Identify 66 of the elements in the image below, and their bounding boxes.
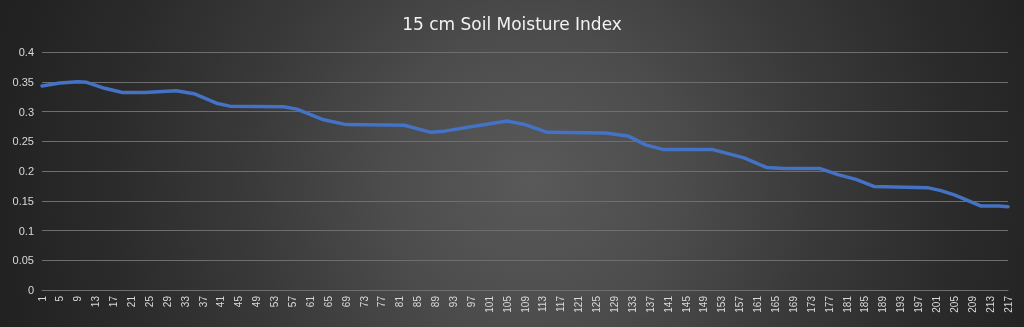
x-tick-label: 141 — [662, 295, 674, 313]
y-tick-label: 0.3 — [18, 105, 34, 118]
x-tick-label: 161 — [752, 295, 764, 313]
x-tick-label: 41 — [215, 295, 227, 308]
x-tick-label: 145 — [680, 295, 692, 313]
x-tick-label: 113 — [537, 295, 549, 312]
x-tick-label: 109 — [519, 295, 531, 313]
y-tick-label: 0.1 — [18, 224, 34, 237]
x-tick-label: 153 — [716, 295, 728, 313]
y-tick-label: 0.2 — [18, 165, 34, 177]
x-tick-label: 105 — [501, 295, 513, 313]
x-tick-label: 137 — [644, 295, 656, 313]
x-tick-label: 173 — [805, 295, 817, 313]
x-tick-label: 97 — [465, 295, 477, 308]
x-tick-label: 25 — [143, 295, 155, 308]
y-tick-label: 0.15 — [12, 194, 34, 207]
x-tick-label: 33 — [179, 295, 191, 308]
x-tick-label: 117 — [555, 295, 567, 312]
x-tick-label: 177 — [823, 295, 835, 313]
x-tick-label: 5 — [54, 295, 66, 302]
x-tick-label: 13 — [90, 295, 102, 308]
x-tick-label: 189 — [877, 295, 889, 313]
line-series — [40, 80, 1010, 209]
x-tick-label: 89 — [430, 295, 442, 308]
x-tick-label: 205 — [948, 295, 960, 313]
x-tick-label: 29 — [161, 295, 173, 308]
x-tick-label: 53 — [269, 295, 281, 308]
x-tick-label: 73 — [358, 295, 370, 308]
y-tick-label: 0.35 — [12, 75, 34, 88]
x-tick-label: 129 — [608, 295, 620, 313]
x-tick-label: 185 — [859, 295, 871, 313]
y-tick-label: 0.25 — [12, 135, 34, 148]
y-tick-label: 0 — [27, 284, 34, 296]
y-tick-label: 0.05 — [12, 254, 34, 267]
x-tick-label: 193 — [895, 295, 907, 313]
x-tick-label: 45 — [233, 295, 245, 308]
x-tick-label: 165 — [769, 295, 781, 313]
x-tick-label: 17 — [108, 295, 120, 308]
x-tick-label: 149 — [698, 295, 710, 313]
x-tick-label: 93 — [447, 295, 459, 308]
x-tick-label: 213 — [984, 295, 996, 313]
x-tick-label: 169 — [787, 295, 799, 313]
x-tick-label: 125 — [591, 295, 603, 313]
y-tick-label: 0.4 — [18, 46, 34, 58]
chart-title: 15 cm Soil Moisture Index — [402, 13, 622, 34]
x-tick-label: 85 — [412, 295, 424, 308]
x-tick-label: 77 — [376, 295, 388, 308]
x-tick-label: 1 — [36, 295, 48, 302]
x-tick-label: 121 — [573, 295, 585, 313]
x-tick-label: 49 — [251, 295, 263, 308]
x-tick-label: 209 — [966, 295, 978, 313]
x-tick-label: 217 — [1002, 295, 1014, 313]
x-tick-label: 9 — [72, 295, 84, 302]
x-tick-label: 197 — [913, 295, 925, 313]
x-tick-label: 61 — [304, 295, 316, 308]
x-tick-label: 81 — [394, 295, 406, 308]
x-tick-label: 69 — [340, 295, 352, 308]
x-tick-label: 65 — [322, 295, 334, 308]
x-tick-label: 21 — [125, 295, 137, 308]
x-tick-label: 201 — [930, 295, 942, 313]
x-tick-label: 57 — [286, 295, 298, 308]
x-tick-label: 101 — [483, 295, 495, 313]
x-tick-label: 157 — [734, 295, 746, 313]
x-tick-label: 181 — [841, 295, 853, 313]
x-tick-label: 133 — [626, 295, 638, 313]
x-tick-label: 37 — [197, 295, 209, 308]
